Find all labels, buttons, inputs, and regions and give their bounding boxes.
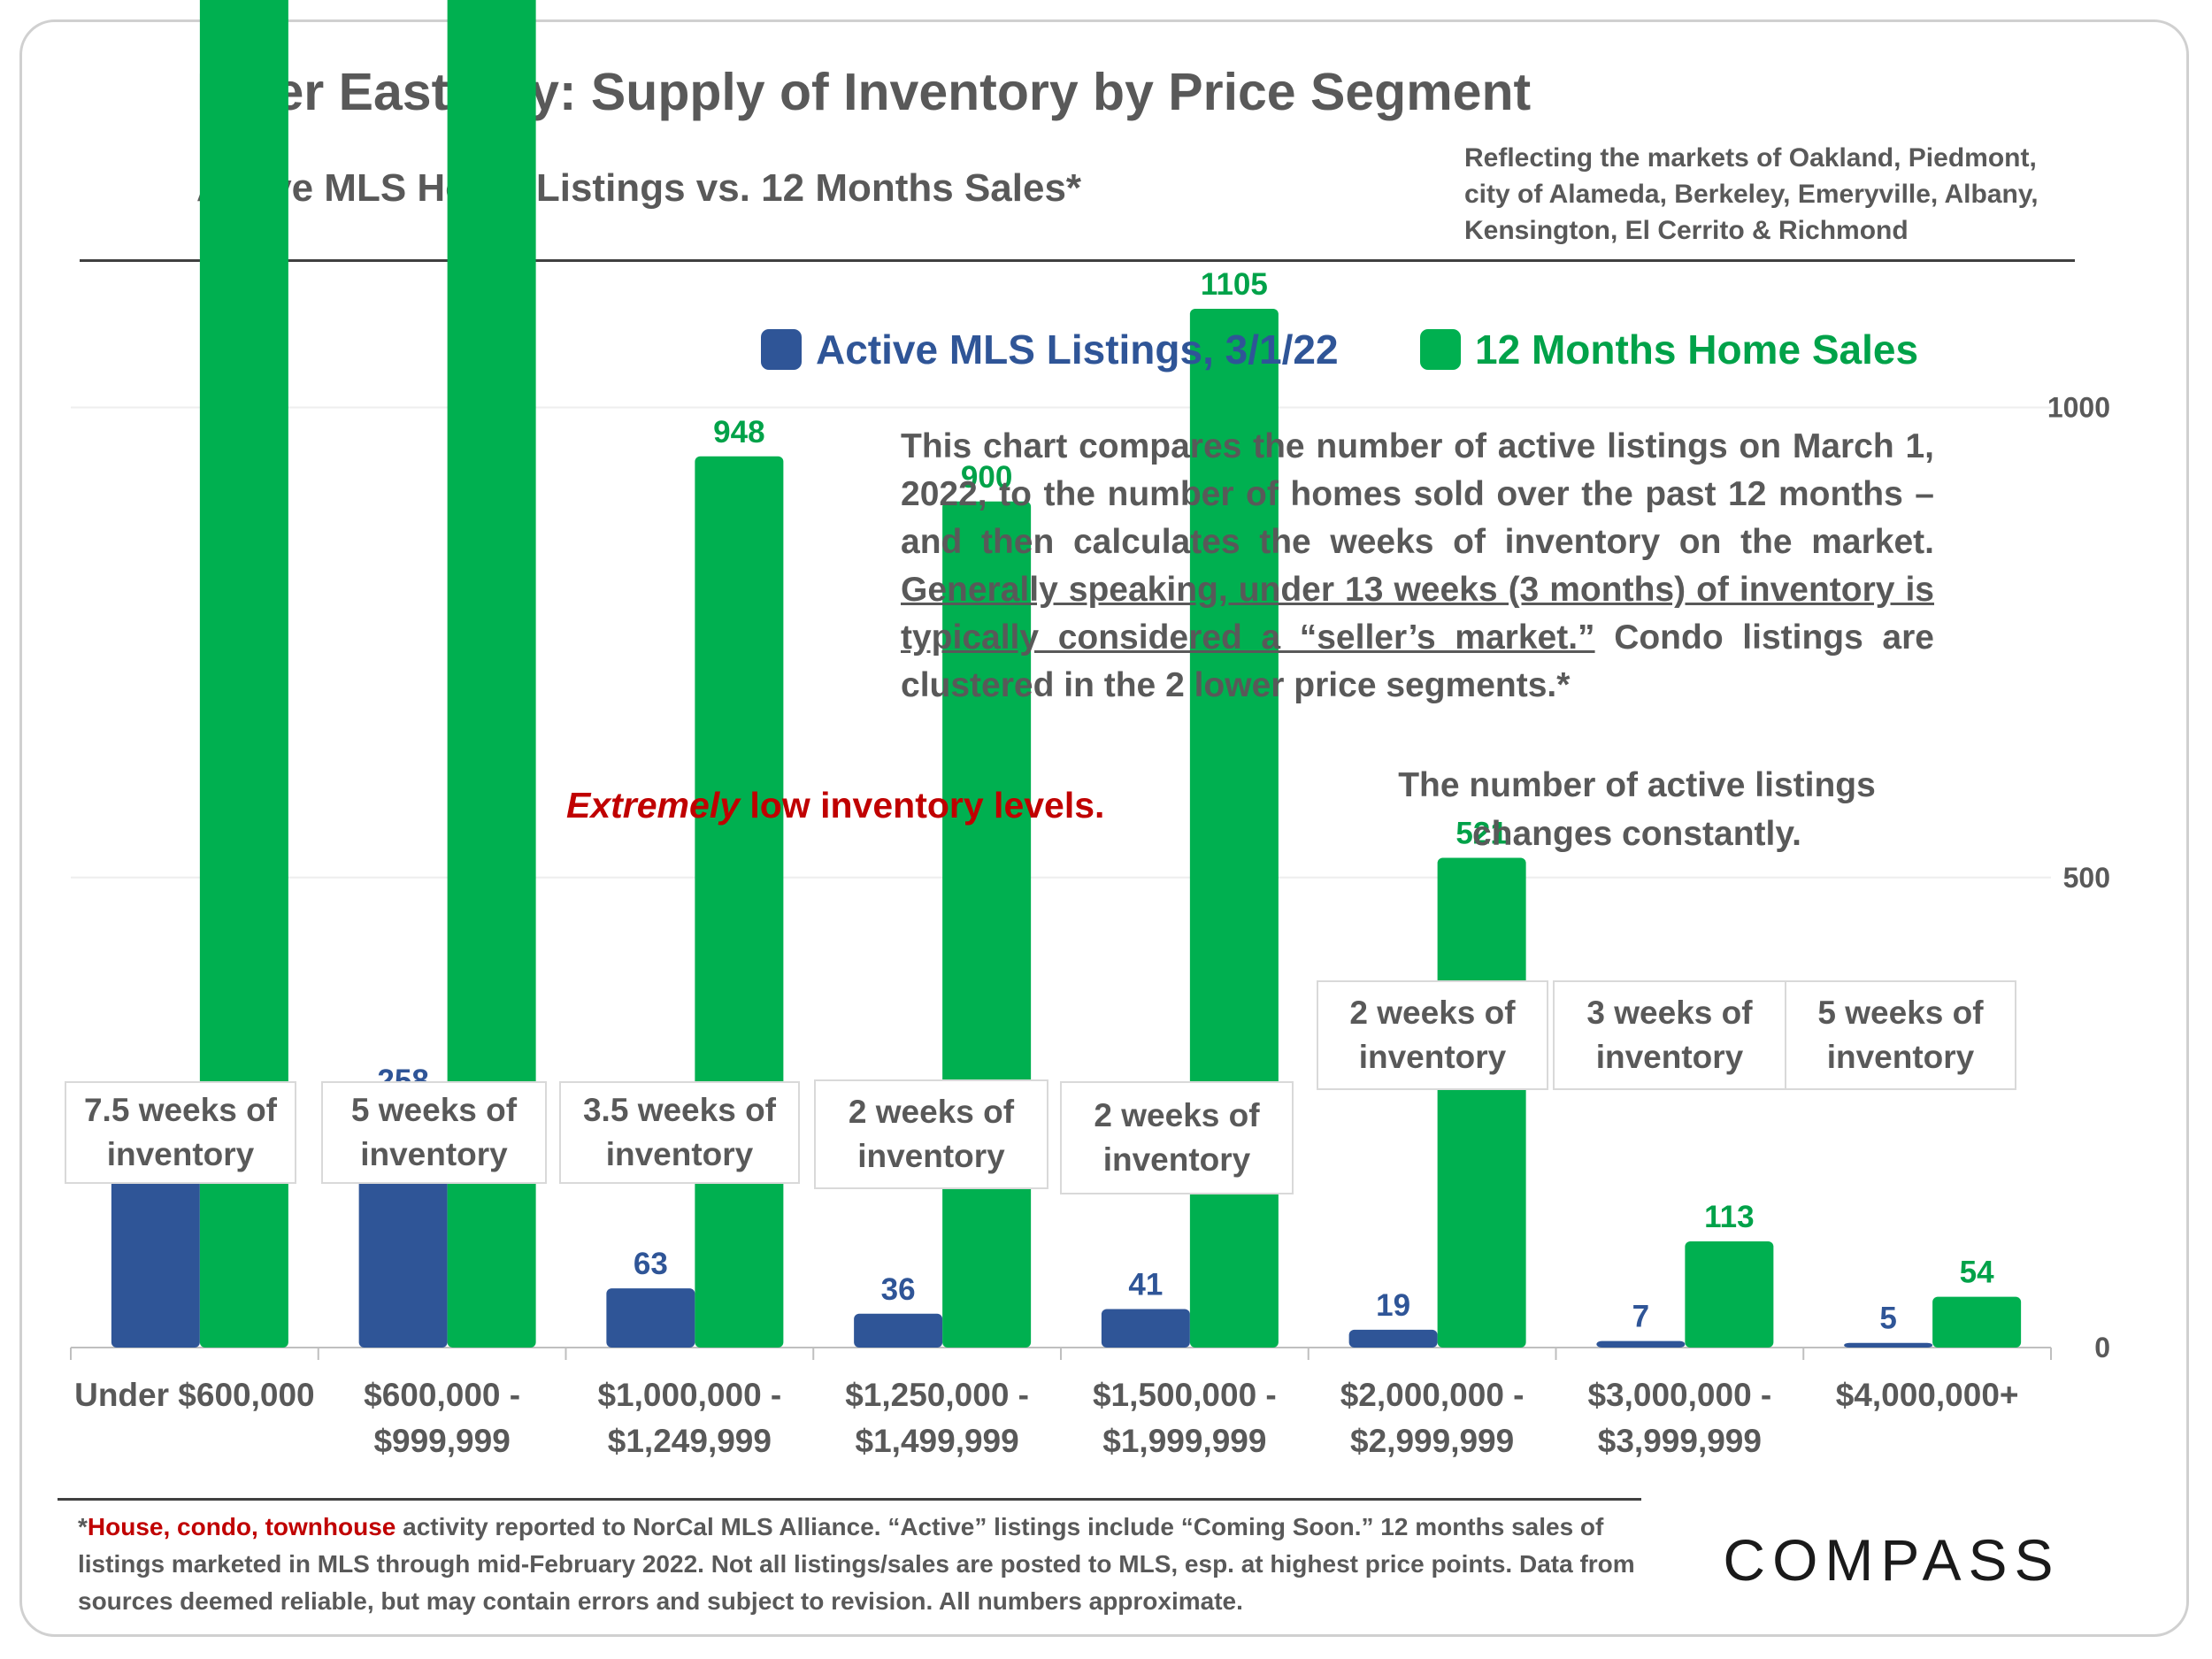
x-tick-label: $4,000,000+ (1836, 1377, 2019, 1413)
bar-home-sales (199, 0, 288, 1348)
data-label-sales: 54 (1960, 1256, 1994, 1290)
bar-home-sales (447, 0, 536, 1348)
data-label-sales: 900 (961, 460, 1012, 495)
description-underlined: Generally speaking, under 13 weeks (3 mo… (901, 571, 1934, 657)
markets-note-line: Reflecting the markets of Oakland, Piedm… (1464, 143, 2037, 173)
weeks-of-inventory-box: 2 weeks of inventory (1060, 1081, 1294, 1194)
bar-active-listings (1844, 1342, 1933, 1348)
x-tick-label: $600,000 - (364, 1377, 520, 1413)
data-label-sales: 113 (1704, 1200, 1754, 1234)
footnote-star: * (78, 1513, 88, 1540)
low-inventory-callout: Extremely low inventory levels. (566, 785, 1104, 826)
weeks-of-inventory-box: 3 weeks of inventory (1553, 980, 1786, 1090)
legend-label-active: Active MLS Listings, 3/1/22 (816, 326, 1339, 373)
data-label-active: 41 (1128, 1267, 1163, 1302)
weeks-of-inventory-box: 5 weeks of inventory (321, 1081, 547, 1184)
bar-home-sales (1437, 857, 1526, 1348)
listings-change-note: The number of active listings changes co… (1398, 766, 1876, 853)
callout-emphasis: Extremely (566, 785, 741, 826)
x-tick-label: $2,000,000 - (1340, 1377, 1525, 1413)
footnote-text: activity reported to NorCal MLS Alliance… (78, 1513, 1635, 1615)
chart-subtitle: Active MLS Home Listings vs. 12 Months S… (196, 166, 1082, 210)
bar-active-listings (1101, 1309, 1190, 1348)
footnote-property-types: House, condo, townhouse (87, 1513, 396, 1540)
markets-note-line: Kensington, El Cerrito & Richmond (1464, 216, 1909, 245)
legend-swatch-active (761, 329, 802, 370)
bar-active-listings (606, 1288, 695, 1348)
x-tick-label: Under $600,000 (74, 1377, 315, 1413)
weeks-of-inventory-box: 7.5 weeks of inventory (65, 1081, 296, 1184)
y-tick-label: 500 (2063, 862, 2110, 894)
data-label-sales: 521 (1455, 816, 1507, 850)
legend-item-sales: 12 Months Home Sales (1420, 326, 1918, 373)
weeks-of-inventory-box: 5 weeks of inventory (1785, 980, 2016, 1090)
compass-logo-wordmark: COMPASS (1723, 1527, 2060, 1593)
data-label-active: 36 (881, 1272, 916, 1307)
weeks-of-inventory-box: 2 weeks of inventory (1317, 980, 1548, 1090)
bar-active-listings (1596, 1340, 1686, 1348)
y-tick-label: 0 (2094, 1332, 2110, 1363)
weeks-of-inventory-box: 2 weeks of inventory (814, 1079, 1048, 1189)
y-tick-label: 1000 (2047, 392, 2110, 424)
data-label-active: 5 (1879, 1302, 1896, 1336)
x-tick-label: $3,999,999 (1598, 1423, 1762, 1459)
x-tick-label: $1,250,000 - (845, 1377, 1029, 1413)
bar-home-sales (1932, 1296, 2022, 1348)
x-tick-label: $2,999,999 (1350, 1423, 1514, 1459)
description-text-end: Condo listings are clustered in the 2 lo… (901, 618, 1934, 704)
markets-note: Reflecting the markets of Oakland, Piedm… (1464, 140, 2084, 249)
data-label-active: 63 (634, 1247, 668, 1281)
x-tick-label: $1,000,000 - (597, 1377, 781, 1413)
x-tick-label: $1,500,000 - (1093, 1377, 1277, 1413)
bar-active-listings (854, 1313, 943, 1348)
data-label-active: 19 (1376, 1288, 1410, 1323)
bar-active-listings (1348, 1329, 1438, 1348)
x-tick-label: $999,999 (373, 1423, 510, 1459)
footnote: *House, condo, townhouse activity report… (78, 1509, 1642, 1620)
legend-swatch-sales (1420, 329, 1461, 370)
compass-logo: COMPASS (1723, 1527, 2060, 1593)
data-label-sales: 1105 (1201, 267, 1268, 302)
legend-label-sales: 12 Months Home Sales (1475, 326, 1919, 373)
data-label-active: 7 (1632, 1300, 1649, 1334)
x-tick-label: $1,999,999 (1102, 1423, 1266, 1459)
x-tick-label: $1,249,999 (608, 1423, 772, 1459)
legend-item-active: Active MLS Listings, 3/1/22 (761, 326, 1339, 373)
bar-home-sales (695, 456, 784, 1348)
markets-note-line: city of Alameda, Berkeley, Emeryville, A… (1464, 180, 2039, 209)
data-label-sales: 948 (713, 415, 764, 449)
description-text: This chart compares the number of active… (901, 427, 1934, 561)
header-divider (80, 259, 2075, 262)
x-tick-label: $1,499,999 (856, 1423, 1019, 1459)
weeks-of-inventory-box: 3.5 weeks of inventory (559, 1081, 800, 1184)
bar-home-sales (1685, 1240, 1774, 1348)
footer-divider (58, 1498, 1641, 1501)
bar-active-listings (111, 1146, 200, 1348)
chart-title: Inner East Bay: Supply of Inventory by P… (196, 63, 1532, 121)
chart-description: This chart compares the number of active… (901, 423, 1934, 710)
x-tick-label: $3,000,000 - (1587, 1377, 1771, 1413)
slide-frame (19, 19, 2189, 1637)
callout-text: low inventory levels. (740, 785, 1105, 826)
